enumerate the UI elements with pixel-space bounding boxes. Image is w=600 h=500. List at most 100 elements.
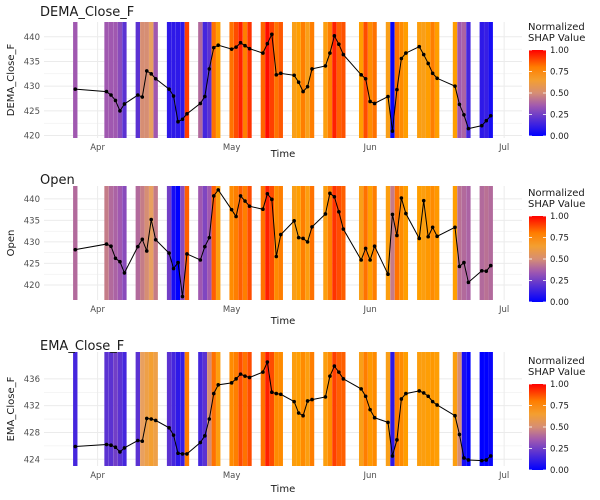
data-point [261, 51, 265, 55]
shap-bar [269, 186, 275, 300]
data-point [167, 425, 171, 430]
data-point [386, 420, 390, 425]
legend-title-line: SHAP Value [528, 367, 585, 378]
shap-bar [149, 22, 154, 138]
data-point [247, 375, 252, 380]
data-point [203, 94, 207, 99]
data-point [363, 246, 368, 251]
shap-bar [198, 186, 203, 300]
shap-bar [247, 22, 252, 138]
shap-bar [122, 352, 127, 466]
x-tick-label: Jul [498, 471, 509, 481]
shap-bar [434, 186, 440, 300]
data-point [368, 407, 372, 412]
data-point [426, 61, 430, 66]
data-point [296, 411, 301, 415]
data-point [153, 76, 158, 81]
x-tick-label: Apr [90, 143, 105, 153]
shap-bar [207, 352, 212, 466]
shap-bar [175, 352, 181, 466]
shap-bar [117, 186, 123, 300]
data-point [274, 254, 279, 259]
legend-tick-label: 1.00 [550, 380, 569, 390]
data-point [229, 47, 234, 51]
shap-bar [479, 22, 484, 138]
data-point [296, 235, 301, 240]
data-point [484, 458, 489, 462]
panel-3: EMA_Close_F 424 428 432 436 EMA_Close_F Apr May… [6, 339, 585, 495]
shap-bar [430, 352, 435, 466]
shap-bar [216, 22, 221, 138]
data-point [417, 389, 422, 393]
data-point [462, 260, 466, 265]
shap-bar [332, 186, 337, 300]
shap-bar [202, 352, 208, 466]
data-point [328, 51, 332, 55]
shap-bar [144, 186, 149, 300]
shap-bar [233, 352, 239, 466]
shap-bar [466, 186, 471, 300]
shap-bar [184, 186, 190, 300]
data-point [332, 34, 337, 38]
data-point [453, 225, 457, 230]
shap-bar [247, 186, 252, 300]
data-point [390, 454, 395, 458]
y-tick-label: 432 [24, 402, 40, 412]
shap-bar [484, 22, 489, 138]
data-point [466, 458, 471, 462]
data-point [216, 43, 221, 47]
data-point [435, 403, 439, 407]
data-point [404, 51, 408, 55]
shap-bar [171, 22, 176, 138]
data-point [247, 46, 252, 51]
data-point [198, 440, 203, 445]
legend-title-line: Normalized [528, 188, 585, 199]
data-point [234, 45, 238, 49]
x-tick-label: Jul [498, 143, 509, 153]
shap-bar [278, 22, 283, 138]
shap-bar [434, 352, 440, 466]
shap-bar [265, 352, 270, 466]
data-point [404, 211, 408, 216]
legend-title-line: Normalized [528, 356, 585, 367]
legend-title-line: SHAP Value [528, 199, 585, 210]
shap-bar [216, 352, 221, 466]
data-point [417, 236, 422, 241]
shap-bar [238, 22, 243, 138]
shap-bar [140, 186, 145, 300]
y-tick-label: 420 [24, 281, 40, 291]
panel-3-points [73, 360, 493, 463]
shap-bar [425, 352, 431, 466]
y-axis-label: EMA_Close_F [6, 376, 17, 441]
data-point [153, 237, 158, 242]
data-point [323, 395, 328, 399]
data-point [430, 399, 435, 404]
data-point [328, 374, 332, 378]
data-point [421, 198, 426, 203]
legend-tick-label: 0.50 [550, 89, 569, 99]
data-point [216, 383, 221, 387]
data-point [109, 443, 113, 448]
shap-bar [425, 22, 431, 138]
legend-title-line: SHAP Value [528, 33, 585, 44]
data-point [185, 252, 189, 256]
shap-bar [291, 22, 297, 138]
x-tick-label: Jun [362, 143, 376, 153]
shap-bar [202, 186, 208, 300]
data-point [113, 98, 118, 103]
shap-bar [242, 352, 248, 466]
shap-bar [260, 22, 266, 138]
shap-bar [452, 352, 458, 466]
shap-bar [457, 22, 462, 138]
data-point [292, 399, 296, 404]
x-tick-label: May [223, 143, 241, 153]
shap-bar [296, 22, 301, 138]
data-point [144, 249, 149, 253]
shap-bar [457, 352, 462, 466]
data-point [185, 112, 189, 116]
data-point [479, 123, 484, 128]
data-point [176, 119, 180, 124]
data-point [462, 456, 466, 460]
data-point [211, 45, 216, 50]
